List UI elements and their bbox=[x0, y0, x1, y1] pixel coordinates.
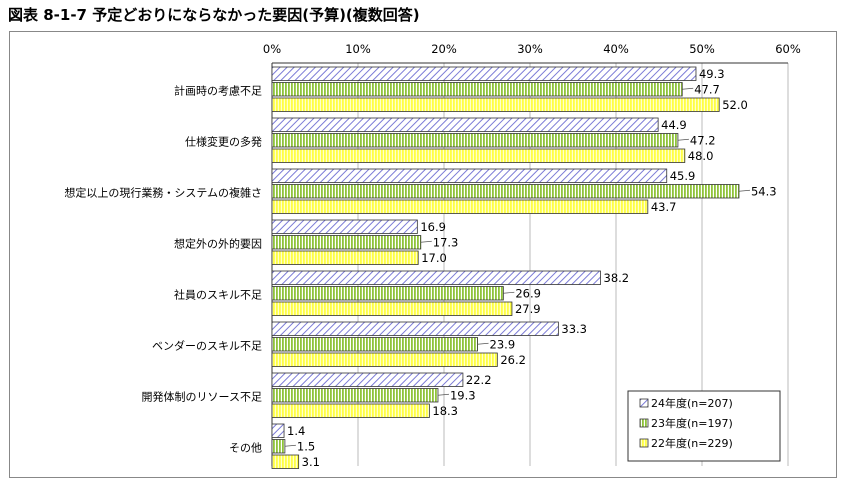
bar-series3 bbox=[271, 148, 686, 163]
value-leader-line bbox=[738, 189, 751, 192]
value-label: 19.3 bbox=[450, 388, 476, 402]
value-label: 17.3 bbox=[433, 235, 459, 249]
value-label: 1.4 bbox=[287, 424, 305, 438]
value-label: 49.3 bbox=[699, 67, 725, 81]
category-label: 想定外の外的要因 bbox=[174, 236, 262, 250]
tick-label-0: 0% bbox=[263, 42, 281, 56]
value-label: 44.9 bbox=[661, 118, 687, 132]
bar-series3 bbox=[271, 199, 649, 214]
bar-series2 bbox=[271, 82, 683, 97]
value-label: 27.9 bbox=[515, 302, 541, 316]
bar-series3 bbox=[271, 403, 430, 418]
labels-layer: 0% 10% 20% 30% 40% 50% 60% 計画時の考慮不足 49.347.752.0… bbox=[64, 42, 801, 469]
bar-series2 bbox=[271, 286, 504, 301]
value-leader-line bbox=[437, 393, 450, 396]
value-leader-line bbox=[677, 138, 689, 141]
legend-swatch-series3 bbox=[639, 438, 649, 448]
value-label: 52.0 bbox=[722, 98, 748, 112]
value-label: 22.2 bbox=[466, 373, 492, 387]
value-label: 48.0 bbox=[688, 149, 714, 163]
category-label: ベンダーのスキル不足 bbox=[152, 338, 262, 352]
tick-label-40: 40% bbox=[603, 42, 629, 56]
bar-series2 bbox=[271, 337, 478, 352]
category-label: 想定以上の現行業務・システムの複雑さ bbox=[64, 185, 262, 199]
legend-swatch-series1 bbox=[639, 398, 649, 408]
value-label: 47.2 bbox=[690, 133, 716, 147]
category-label: 仕様変更の多発 bbox=[185, 134, 262, 148]
legend-box bbox=[627, 390, 781, 462]
value-label: 26.9 bbox=[515, 286, 541, 300]
tick-label-30: 30% bbox=[517, 42, 543, 56]
legend-label-series2: 23年度(n=197) bbox=[651, 416, 733, 430]
chart-title: 図表 8-1-7 予定どおりにならなかった要因(予算)(複数回答) bbox=[8, 6, 420, 24]
bar-series1 bbox=[271, 66, 697, 81]
value-label: 47.7 bbox=[694, 82, 720, 96]
value-leader-line bbox=[477, 342, 489, 345]
bar-series3 bbox=[271, 301, 513, 316]
value-label: 54.3 bbox=[751, 184, 777, 198]
bar-series1 bbox=[271, 372, 464, 387]
value-leader-line bbox=[682, 87, 694, 90]
legend-swatch-series2 bbox=[639, 418, 649, 428]
bars-layer bbox=[271, 66, 740, 469]
category-label: その他 bbox=[229, 441, 262, 454]
legend-label-series1: 24年度(n=207) bbox=[651, 396, 733, 410]
value-label: 45.9 bbox=[670, 169, 696, 183]
value-label: 43.7 bbox=[651, 200, 677, 214]
legend-label-series3: 22年度(n=229) bbox=[651, 436, 733, 450]
bar-series1 bbox=[271, 168, 668, 183]
bar-series1 bbox=[271, 219, 418, 234]
value-label: 26.2 bbox=[500, 353, 526, 367]
bar-series1 bbox=[271, 270, 601, 285]
category-label: 社員のスキル不足 bbox=[174, 287, 262, 301]
bar-series1 bbox=[271, 117, 659, 132]
bar-series1 bbox=[271, 423, 285, 438]
value-label: 18.3 bbox=[432, 404, 458, 418]
value-leader-line bbox=[503, 291, 515, 294]
legend: 24年度(n=207) 23年度(n=197) 22年度(n=229) bbox=[627, 390, 781, 462]
bar-series3 bbox=[271, 97, 720, 112]
value-leader-line bbox=[284, 444, 296, 447]
tick-label-50: 50% bbox=[689, 42, 715, 56]
bar-series3 bbox=[271, 352, 498, 367]
category-label: 計画時の考慮不足 bbox=[174, 83, 262, 97]
value-label: 33.3 bbox=[561, 322, 587, 336]
bar-series2 bbox=[271, 133, 679, 148]
chart-frame bbox=[9, 31, 837, 478]
tick-label-10: 10% bbox=[345, 42, 371, 56]
bar-series2 bbox=[271, 235, 422, 250]
value-label: 17.0 bbox=[421, 251, 447, 265]
bar-series2 bbox=[271, 439, 286, 454]
value-label: 16.9 bbox=[420, 220, 446, 234]
value-label: 1.5 bbox=[297, 439, 315, 453]
bar-series2 bbox=[271, 388, 439, 403]
tick-label-60: 60% bbox=[775, 42, 801, 56]
bar-series3 bbox=[271, 454, 300, 469]
value-label: 3.1 bbox=[302, 455, 320, 469]
tick-label-20: 20% bbox=[431, 42, 457, 56]
bar-series3 bbox=[271, 250, 419, 265]
value-label: 23.9 bbox=[490, 337, 516, 351]
bar-series2 bbox=[271, 184, 740, 199]
value-leader-line bbox=[420, 240, 432, 243]
category-label: 開発体制のリソース不足 bbox=[142, 389, 262, 403]
bar-series1 bbox=[271, 321, 559, 336]
value-label: 38.2 bbox=[604, 271, 630, 285]
